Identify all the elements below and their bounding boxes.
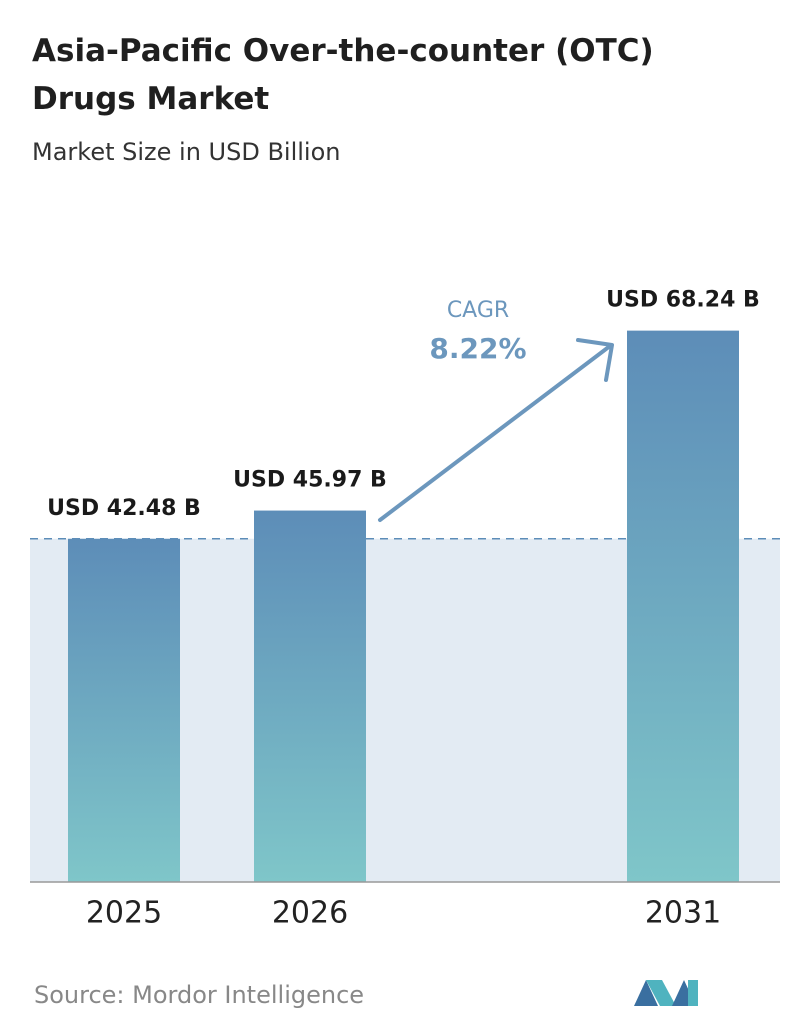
bar: [254, 510, 366, 882]
chart-subtitle: Market Size in USD Billion: [32, 138, 340, 166]
x-tick-label: 2026: [272, 896, 348, 931]
cagr-label: CAGR: [447, 298, 509, 323]
title-line: Drugs Market: [32, 81, 269, 117]
bar: [68, 538, 180, 882]
x-tick-label: 2025: [86, 896, 162, 931]
value-label: USD 45.97 B: [233, 468, 387, 493]
x-tick-label: 2031: [645, 896, 721, 931]
title-line: Asia-Pacific Over-the-counter (OTC): [32, 33, 654, 69]
value-label: USD 42.48 B: [47, 496, 201, 521]
cagr-arrow: [378, 344, 612, 522]
cagr-arrowhead: [576, 338, 614, 382]
logo: [634, 980, 698, 1006]
bar: [627, 330, 739, 882]
value-label: USD 68.24 B: [606, 288, 760, 313]
chart-title: Asia-Pacific Over-the-counter (OTC) Drugs…: [32, 33, 654, 117]
source: Source: Mordor Intelligence: [34, 981, 364, 1009]
cagr-value: 8.22%: [429, 332, 526, 365]
